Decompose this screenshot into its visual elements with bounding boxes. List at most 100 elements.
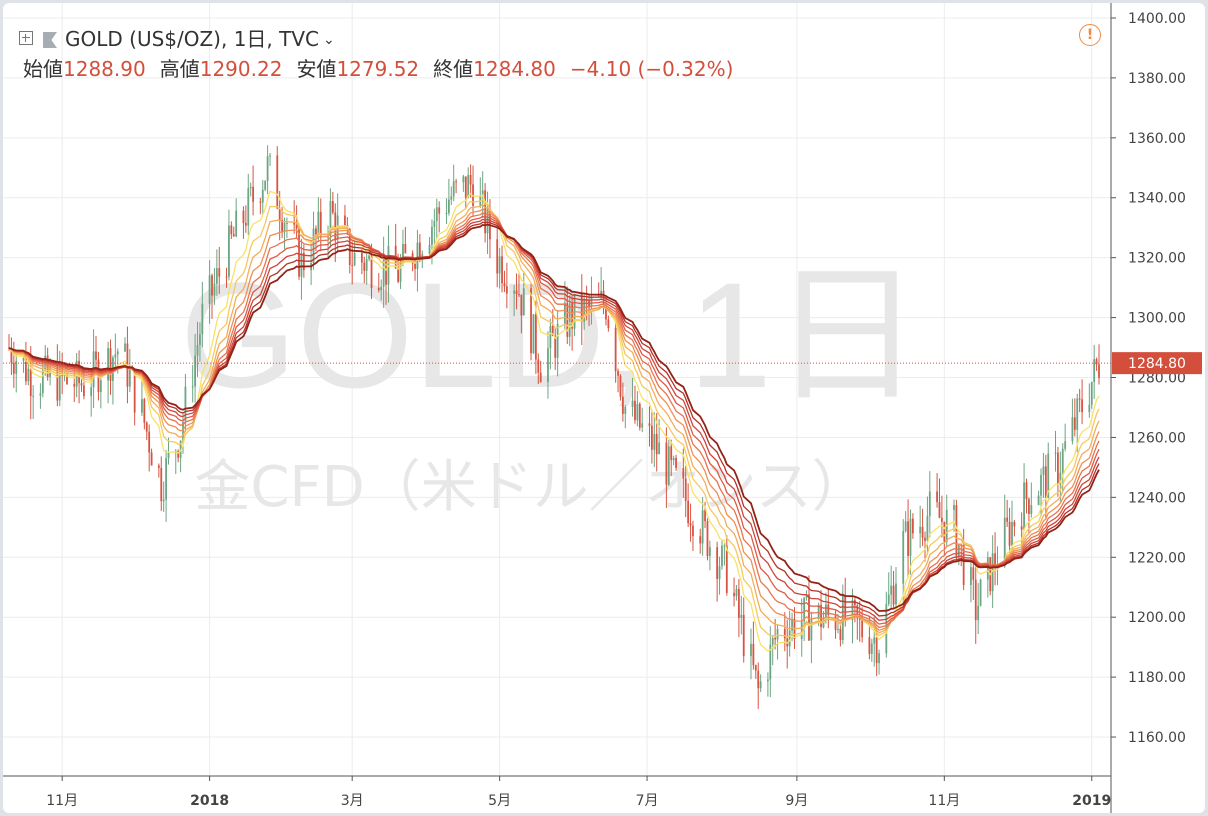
candle-body: [752, 643, 755, 666]
candle-body: [810, 618, 813, 641]
plus-icon[interactable]: [19, 31, 33, 45]
candle-body: [162, 499, 165, 502]
candle-body: [551, 326, 554, 336]
candle-body: [817, 604, 820, 619]
candle-body: [547, 348, 549, 383]
close-label: 終値: [433, 57, 474, 81]
time-axis[interactable]: 11月 2018 3月 5月 7月 9月 11月 2019: [46, 776, 1111, 809]
alert-icon[interactable]: !: [1079, 24, 1101, 46]
candle-body: [653, 433, 656, 450]
candle-body: [107, 348, 109, 381]
candle-body: [312, 228, 315, 264]
candle-body: [556, 323, 559, 358]
candle-body: [532, 314, 535, 354]
candle-body: [921, 526, 924, 538]
candle-body: [682, 468, 685, 479]
candle-body: [143, 399, 146, 423]
candle-body: [182, 421, 184, 441]
candle-body: [269, 155, 271, 157]
candle-body: [955, 505, 958, 557]
candle-body: [230, 225, 233, 235]
candle-body: [607, 319, 610, 329]
low-label: 安値: [296, 57, 337, 81]
candle-body: [414, 263, 416, 269]
candle-body: [351, 264, 354, 266]
candle-body: [1037, 495, 1040, 506]
candle-body: [286, 222, 288, 224]
candle-body: [157, 465, 160, 468]
candle-body: [438, 207, 441, 214]
candle-body: [858, 618, 861, 620]
ohlc-legend: 始値1288.90 高値1290.22 安値1279.52 終値1284.80 −4.1…: [23, 53, 733, 82]
candle-body: [1040, 474, 1042, 496]
candle-body: [1098, 364, 1100, 378]
candle-body: [455, 181, 458, 183]
ma-line: [8, 223, 1100, 612]
candle-body: [505, 286, 508, 294]
candle-body: [605, 305, 607, 320]
price-axis[interactable]: 1400.00 1380.00 1360.00 1340.00 1320.00 1300.…: [1111, 11, 1186, 746]
candle-body: [215, 268, 218, 284]
candle-body: [750, 643, 752, 657]
time-tick-label: 2019: [1072, 793, 1111, 809]
price-tick-label: 1320.00: [1128, 251, 1186, 267]
candle-body: [624, 406, 627, 414]
candle-body: [701, 510, 704, 544]
candle-body: [225, 276, 228, 278]
candle-body: [704, 510, 706, 522]
candle-body: [329, 201, 332, 236]
candle-body: [501, 256, 503, 284]
candle-body: [266, 156, 269, 181]
candle-body: [58, 362, 61, 401]
candle-body: [95, 351, 97, 360]
candle-body: [986, 557, 989, 580]
candle-body: [941, 517, 943, 522]
candle-body: [196, 344, 199, 356]
candle-body: [194, 355, 196, 387]
candle-body: [827, 604, 830, 616]
candle-body: [991, 553, 994, 592]
ma-line: [8, 208, 1100, 631]
candle-body: [431, 226, 433, 245]
candle-body: [742, 614, 745, 657]
candle-body: [382, 259, 385, 287]
symbol-title[interactable]: GOLD (US$/OZ), 1日, TVC: [65, 27, 320, 51]
candle-body: [211, 275, 213, 296]
price-chart[interactable]: GOLD, 1日 金CFD（米ドル／オンス） 1400.00 1380.00 136…: [3, 3, 1205, 813]
candle-body: [970, 567, 972, 585]
candle-body: [733, 592, 735, 597]
candle-body: [124, 343, 126, 352]
candle-body: [317, 211, 320, 235]
candle-body: [776, 628, 779, 640]
candle-body: [873, 637, 876, 644]
candle-body: [213, 283, 216, 296]
candle-body: [363, 262, 366, 271]
price-tick-label: 1260.00: [1128, 430, 1186, 446]
candle-body: [667, 446, 670, 485]
candle-body: [295, 224, 298, 229]
candle-body: [242, 210, 245, 224]
candle-body: [1020, 526, 1023, 530]
candle-body: [938, 502, 941, 518]
time-tick-label: 7月: [636, 793, 659, 809]
candle-body: [725, 545, 728, 593]
candle-body: [554, 335, 557, 358]
last-price-label: 1284.80: [1128, 356, 1186, 372]
candle-body: [402, 243, 404, 263]
candle-body: [1025, 482, 1028, 500]
candle-body: [1008, 521, 1011, 546]
candle-body: [99, 380, 102, 392]
candle-body: [445, 213, 448, 215]
candle-body: [469, 174, 472, 185]
candle-body: [841, 595, 844, 640]
price-tick-label: 1300.00: [1128, 311, 1186, 327]
ma-line: [8, 212, 1100, 629]
chevron-down-icon[interactable]: ⌄: [323, 32, 335, 48]
candle-body: [484, 190, 487, 234]
candle-body: [368, 255, 371, 260]
high-value: 1290.22: [199, 57, 283, 81]
close-value: 1284.80: [473, 57, 556, 81]
candle-body: [481, 190, 484, 196]
time-tick-label: 5月: [488, 793, 511, 809]
candle-body: [648, 423, 651, 426]
